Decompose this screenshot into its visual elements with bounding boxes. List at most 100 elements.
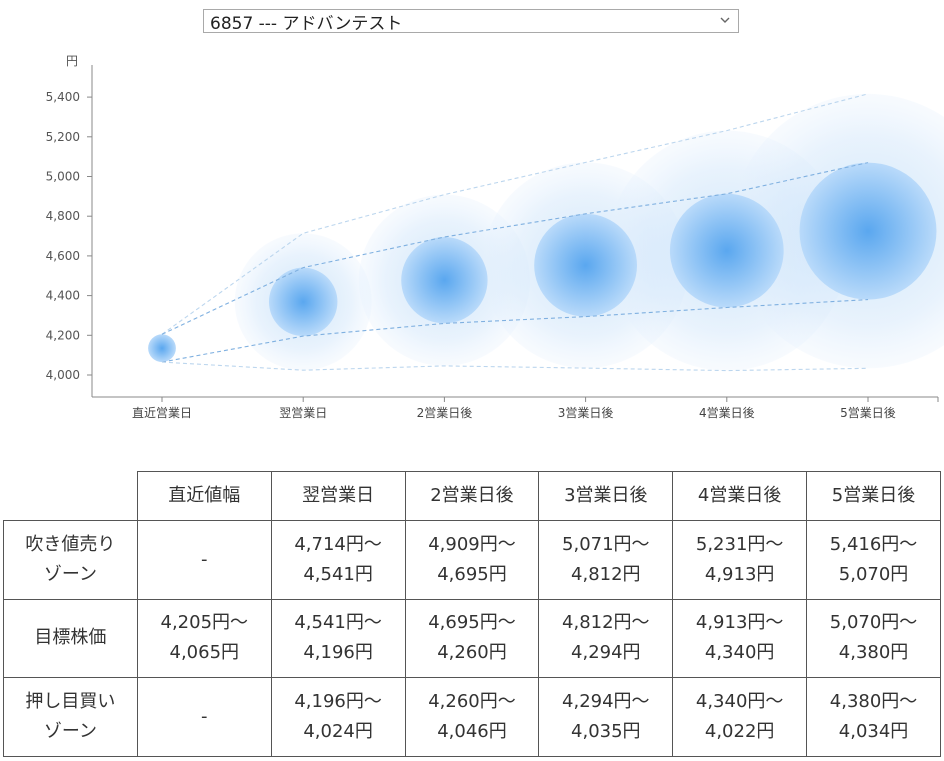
target-range-bubble [669, 193, 784, 308]
cell-value: 4,065円 [169, 642, 240, 664]
cell-value: 4,022円 [704, 721, 775, 743]
table-cell: 5,231円～ 4,913円 [672, 520, 808, 600]
y-tick-label: 4,800 [46, 209, 80, 223]
cell-value: 4,380円 [838, 642, 909, 664]
cell-value: 5,071円～ [562, 533, 650, 555]
table-header-cell: 2営業日後 [404, 471, 540, 521]
cell-value: 4,294円 [571, 642, 641, 664]
cell-value: 4,340円～ [695, 691, 784, 713]
table-header-row: 直近値幅 翌営業日 2営業日後 3営業日後 4営業日後 5営業日後 [3, 471, 941, 521]
cell-value: 4,913円～ [695, 612, 784, 634]
y-tick-label: 5,400 [46, 90, 80, 104]
target-upper-line [161, 162, 869, 335]
table-cell: 4,714円～ 4,541円 [270, 520, 406, 600]
cell-value: 4,913円 [704, 563, 775, 585]
table-header-cell: 5営業日後 [806, 471, 941, 521]
table-cell: 4,695円～ 4,260円 [404, 598, 540, 679]
cell-value: 4,541円 [303, 563, 373, 585]
cell-value: 4,034円 [838, 721, 909, 743]
cell-value: 4,695円～ [428, 612, 516, 634]
table-cell: - [136, 520, 272, 600]
row-label-text: 目標株価 [34, 627, 107, 649]
x-tick-label: 直近営業日 [132, 406, 192, 420]
cell-value: 4,812円～ [562, 612, 650, 634]
table-cell: 4,205円～ 4,065円 [136, 598, 272, 679]
table-header-cell: 翌営業日 [270, 471, 406, 521]
forecast-bubble-chart: 円 4,000 4,200 4,400 4,600 4,800 5,000 5,200 5,40… [46, 54, 944, 420]
x-tick-label: 2営業日後 [417, 406, 473, 420]
row-label-text: 押し目買い [25, 691, 116, 713]
target-range-bubble [268, 267, 338, 337]
outer-lower-line [161, 361, 869, 372]
cell-value: 4,812円 [571, 563, 641, 585]
stock-selector-value: 6857 --- アドバンテスト [210, 13, 403, 34]
x-tick-label: 3営業日後 [558, 406, 614, 420]
cell-value: 4,380円～ [829, 691, 918, 713]
table-header-cell: 3営業日後 [538, 471, 674, 521]
cell-value: 4,035円 [571, 721, 641, 743]
cell-value: 4,205円～ [160, 612, 249, 634]
cell-value: 4,541円～ [294, 612, 382, 634]
cell-value: 5,416円～ [829, 533, 918, 555]
cell-value: 4,260円 [437, 642, 507, 664]
row-label-cell: 吹き値売り ゾーン [3, 520, 138, 600]
y-tick-label: 5,200 [46, 130, 80, 144]
row-label-cell: 目標株価 [3, 598, 138, 679]
table-cell: 4,196円～ 4,024円 [270, 677, 406, 757]
row-label-cell: 押し目買い ゾーン [3, 677, 138, 757]
table-row: 押し目買いゾーン - 4,196円～ 4,024円 4,260円～ 4,046円 4,294… [3, 677, 941, 757]
cell-value: 4,046円 [437, 721, 507, 743]
forecast-table: 直近値幅 翌営業日 2営業日後 3営業日後 4営業日後 5営業日後 吹き値売りゾ… [3, 471, 941, 757]
table-cell: 5,070円～ 4,380円 [806, 598, 941, 679]
cell-value: - [201, 548, 208, 570]
table-cell: 4,260円～ 4,046円 [404, 677, 540, 757]
y-axis-unit-label: 円 [66, 54, 78, 68]
cell-value: 4,024円 [303, 721, 373, 743]
row-label-text: ゾーン [43, 721, 97, 743]
cell-value: 5,070円～ [829, 612, 918, 634]
target-range-bubble [534, 213, 638, 317]
table-header-cell: 直近値幅 [136, 471, 272, 521]
table-cell: 4,541円～ 4,196円 [270, 598, 406, 679]
table-cell: - [136, 677, 272, 757]
y-tick-label: 4,400 [46, 289, 80, 303]
cell-value: 4,340円 [704, 642, 775, 664]
table-cell: 5,416円～ 5,070円 [806, 520, 941, 600]
row-label-text: 吹き値売り [25, 533, 116, 555]
target-range-bubble [148, 334, 176, 363]
table-cell: 4,812円～ 4,294円 [538, 598, 674, 679]
table-cell: 5,071円～ 4,812円 [538, 520, 674, 600]
row-label-text: ゾーン [43, 563, 97, 585]
cell-value: 4,196円 [303, 642, 373, 664]
table-header-cell: 4営業日後 [672, 471, 808, 521]
table-cell: 4,909円～ 4,695円 [404, 520, 540, 600]
cell-value: 5,231円～ [695, 533, 784, 555]
y-tick-label: 4,200 [46, 328, 80, 342]
cell-value: - [201, 706, 208, 728]
cell-value: 4,294円～ [562, 691, 650, 713]
table-row: 吹き値売りゾーン - 4,714円～ 4,541円 4,909円～ 4,695円 5,071… [3, 520, 941, 600]
table-cell: 4,380円～ 4,034円 [806, 677, 941, 757]
table-row: 目標株価 4,205円～ 4,065円 4,541円～ 4,196円 4,695円～ 4,2… [3, 598, 941, 679]
table-cell: 4,294円～ 4,035円 [538, 677, 674, 757]
table-corner-cell [3, 471, 138, 521]
target-range-bubble [401, 237, 488, 324]
y-tick-label: 4,000 [46, 368, 80, 382]
table-cell: 4,340円～ 4,022円 [672, 677, 808, 757]
y-tick-label: 5,000 [46, 170, 80, 184]
target-lower-line [161, 299, 869, 363]
target-range-bubble [799, 162, 937, 300]
cell-value: 5,070円 [838, 563, 909, 585]
x-tick-label: 4営業日後 [699, 406, 755, 420]
x-tick-label: 5営業日後 [840, 406, 896, 420]
cell-value: 4,260円～ [428, 691, 516, 713]
stock-selector[interactable]: 6857 --- アドバンテスト [203, 9, 739, 34]
outer-upper-line [161, 93, 869, 335]
cell-value: 4,196円～ [294, 691, 382, 713]
cell-value: 4,909円～ [428, 533, 516, 555]
cell-value: 4,695円 [437, 563, 507, 585]
table-cell: 4,913円～ 4,340円 [672, 598, 808, 679]
chevron-down-icon [720, 17, 730, 23]
y-tick-label: 4,600 [46, 249, 80, 263]
x-tick-label: 翌営業日 [279, 406, 327, 420]
